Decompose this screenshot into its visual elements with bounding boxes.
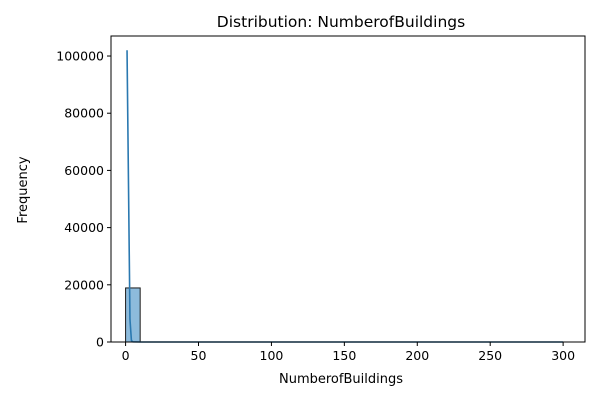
x-tick-label: 300 xyxy=(551,348,575,363)
x-axis-label: NumberofBuildings xyxy=(279,372,403,387)
y-tick-label: 100000 xyxy=(56,49,104,64)
chart-title: Distribution: NumberofBuildings xyxy=(217,13,465,31)
y-tick-label: 60000 xyxy=(64,163,104,178)
x-tick-label: 250 xyxy=(478,348,502,363)
y-axis-ticks: 0 20000 40000 60000 80000 100000 xyxy=(56,49,111,350)
x-tick-label: 0 xyxy=(122,348,130,363)
x-axis-ticks: 0 50 100 150 200 250 300 xyxy=(122,342,575,363)
y-tick-label: 40000 xyxy=(64,220,104,235)
x-tick-label: 50 xyxy=(191,348,207,363)
y-tick-label: 80000 xyxy=(64,106,104,121)
y-tick-label: 0 xyxy=(96,335,104,350)
x-tick-label: 100 xyxy=(260,348,284,363)
histogram-bar xyxy=(125,287,141,343)
x-tick-label: 150 xyxy=(332,348,356,363)
density-line xyxy=(126,50,564,343)
plot-frame xyxy=(110,35,586,343)
x-tick-label: 200 xyxy=(405,348,429,363)
histogram-bars xyxy=(125,287,564,343)
y-axis-label: Frequency xyxy=(16,156,31,223)
density-line-group xyxy=(126,50,564,343)
y-tick-label: 20000 xyxy=(64,277,104,292)
